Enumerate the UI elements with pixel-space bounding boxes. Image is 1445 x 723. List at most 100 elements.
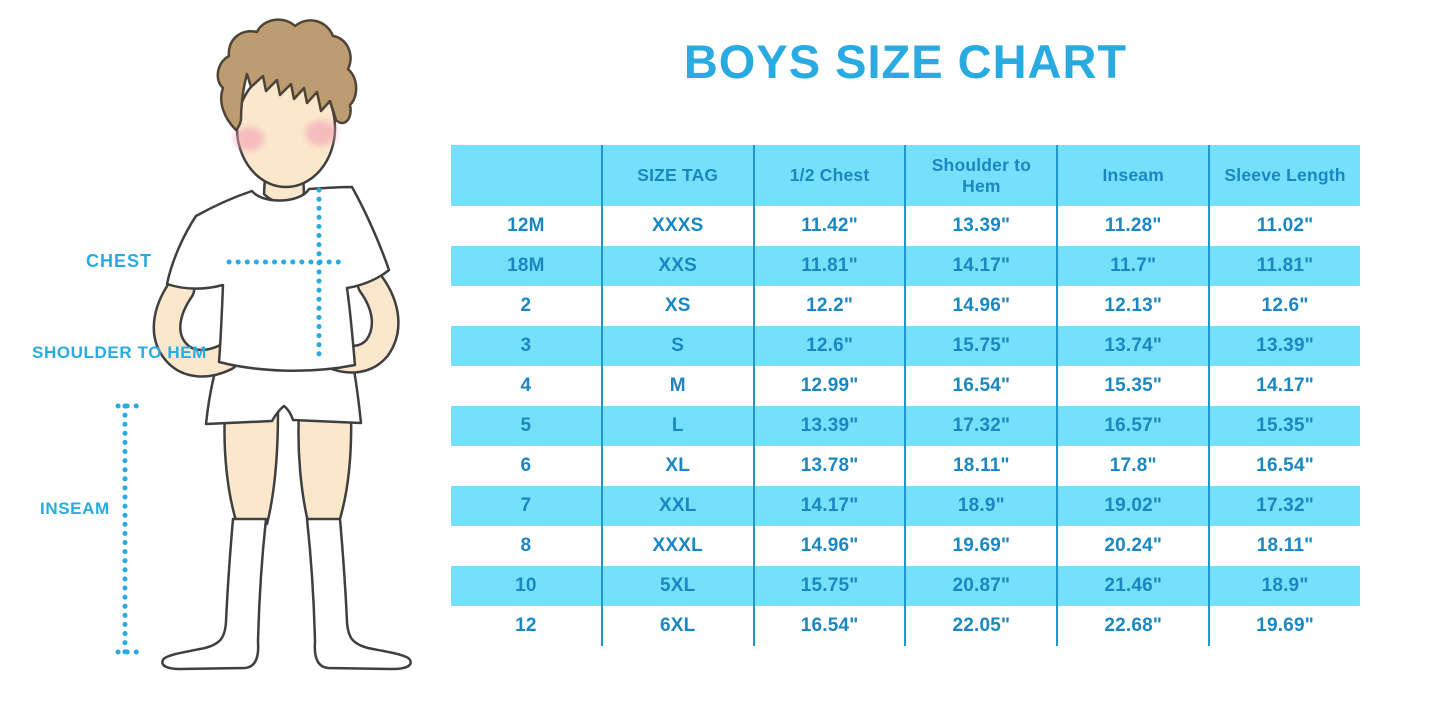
- cell-size: 2: [520, 295, 532, 316]
- cell-size-tag: XS: [600, 286, 753, 326]
- cell-shoulder-to-hem: 13.39": [904, 206, 1056, 246]
- table-row: 6 XL 13.78" 18.11" 17.8" 16.54": [451, 446, 1360, 486]
- cell-sleeve-length: 12.6": [1208, 286, 1360, 326]
- cell-inseam: 11.28": [1056, 206, 1208, 246]
- table-row: 18M XXS 11.81" 14.17" 11.7" 11.81": [451, 246, 1360, 286]
- cheeks: [234, 120, 337, 151]
- cell-size: 3: [520, 335, 532, 356]
- cell-size-tag: XXS: [600, 246, 753, 286]
- cell-half-chest: 15.75": [752, 566, 905, 606]
- cell-inseam: 16.57": [1056, 406, 1208, 446]
- table-row: 12M XXXS 11.42" 13.39" 11.28" 11.02": [451, 206, 1360, 246]
- cell-half-chest: 12.99": [752, 366, 905, 406]
- cell-size: 12: [515, 615, 537, 636]
- header-blank: [451, 145, 601, 206]
- cell-inseam: 12.13": [1056, 286, 1208, 326]
- cell-size: 4: [520, 375, 532, 396]
- cell-size: 12M: [507, 215, 545, 236]
- cell-inseam: 11.7": [1056, 246, 1208, 286]
- cell-sleeve-length: 15.35": [1208, 406, 1360, 446]
- size-table: SIZE TAG 1/2 Chest Shoulder to Hem Insea…: [451, 145, 1360, 646]
- cell-sleeve-length: 11.02": [1208, 206, 1360, 246]
- cell-inseam: 20.24": [1056, 526, 1208, 566]
- table-row: 4 M 12.99" 16.54" 15.35" 14.17": [451, 366, 1360, 406]
- cell-shoulder-to-hem: 16.54": [904, 366, 1056, 406]
- table-row: 8 XXXL 14.96" 19.69" 20.24" 18.11": [451, 526, 1360, 566]
- cell-sleeve-length: 17.32": [1208, 486, 1360, 526]
- cell-shoulder-to-hem: 14.96": [904, 286, 1056, 326]
- cell-size: 8: [520, 535, 532, 556]
- cell-inseam: 13.74": [1056, 326, 1208, 366]
- cell-inseam: 22.68": [1056, 606, 1208, 646]
- cell-shoulder-to-hem: 18.9": [904, 486, 1056, 526]
- cell-half-chest: 13.78": [752, 446, 905, 486]
- header-inseam: Inseam: [1056, 145, 1208, 206]
- cell-half-chest: 14.17": [752, 486, 905, 526]
- cell-size-tag: 6XL: [600, 606, 753, 646]
- page-title: BOYS SIZE CHART: [683, 35, 1128, 88]
- cell-size-tag: S: [600, 326, 753, 366]
- shorts: [204, 356, 363, 426]
- cell-sleeve-length: 11.81": [1208, 246, 1360, 286]
- table-header-row: SIZE TAG 1/2 Chest Shoulder to Hem Insea…: [451, 145, 1360, 206]
- legs: [223, 410, 353, 526]
- inseam-label: INSEAM: [40, 499, 110, 518]
- header-size-tag: SIZE TAG: [600, 145, 753, 206]
- cell-sleeve-length: 18.9": [1208, 566, 1360, 606]
- cell-shoulder-to-hem: 22.05": [904, 606, 1056, 646]
- table-row: 12 6XL 16.54" 22.05" 22.68" 19.69": [451, 606, 1360, 646]
- cell-inseam: 15.35": [1056, 366, 1208, 406]
- cell-sleeve-length: 18.11": [1208, 526, 1360, 566]
- table-row: 2 XS 12.2" 14.96" 12.13" 12.6": [451, 286, 1360, 326]
- header-sleeve-length: Sleeve Length: [1208, 145, 1360, 206]
- measurement-figure: CHEST SHOULDER TO HEM INSEAM: [0, 0, 450, 723]
- cell-half-chest: 13.39": [752, 406, 905, 446]
- cell-half-chest: 11.42": [752, 206, 905, 246]
- table-row: 5 L 13.39" 17.32" 16.57" 15.35": [451, 406, 1360, 446]
- cell-shoulder-to-hem: 15.75": [904, 326, 1056, 366]
- cell-size-tag: XXXL: [600, 526, 753, 566]
- cell-shoulder-to-hem: 19.69": [904, 526, 1056, 566]
- cell-size: 7: [520, 495, 532, 516]
- cell-shoulder-to-hem: 14.17": [904, 246, 1056, 286]
- header-half-chest: 1/2 Chest: [752, 145, 905, 206]
- cell-sleeve-length: 13.39": [1208, 326, 1360, 366]
- table-row: 7 XXL 14.17" 18.9" 19.02" 17.32": [451, 486, 1360, 526]
- cell-size-tag: XXXS: [600, 206, 753, 246]
- cell-size: 10: [515, 575, 537, 596]
- t-shirt: [165, 185, 391, 372]
- cell-inseam: 17.8": [1056, 446, 1208, 486]
- cell-half-chest: 14.96": [752, 526, 905, 566]
- cell-size-tag: XXL: [600, 486, 753, 526]
- cell-half-chest: 12.2": [752, 286, 905, 326]
- cell-size-tag: 5XL: [600, 566, 753, 606]
- table-row: 3 S 12.6" 15.75" 13.74" 13.39": [451, 326, 1360, 366]
- hair: [216, 18, 358, 132]
- cell-half-chest: 11.81": [752, 246, 905, 286]
- cell-inseam: 21.46": [1056, 566, 1208, 606]
- cell-inseam: 19.02": [1056, 486, 1208, 526]
- shoulder-to-hem-label: SHOULDER TO HEM: [32, 343, 207, 362]
- cell-shoulder-to-hem: 20.87": [904, 566, 1056, 606]
- table-body: 12M XXXS 11.42" 13.39" 11.28" 11.02" 18M…: [451, 206, 1360, 646]
- header-shoulder-to-hem: Shoulder to Hem: [904, 145, 1056, 206]
- cell-size: 6: [520, 455, 532, 476]
- cell-size: 5: [520, 415, 532, 436]
- cell-size-tag: L: [600, 406, 753, 446]
- cell-half-chest: 12.6": [752, 326, 905, 366]
- cell-size-tag: M: [600, 366, 753, 406]
- cell-sleeve-length: 19.69": [1208, 606, 1360, 646]
- cell-size-tag: XL: [600, 446, 753, 486]
- boy-illustration: [115, 18, 412, 671]
- cell-size: 18M: [507, 255, 545, 276]
- cell-half-chest: 16.54": [752, 606, 905, 646]
- chest-label: CHEST: [86, 251, 153, 271]
- table-row: 10 5XL 15.75" 20.87" 21.46" 18.9": [451, 566, 1360, 606]
- cell-sleeve-length: 14.17": [1208, 366, 1360, 406]
- cell-shoulder-to-hem: 17.32": [904, 406, 1056, 446]
- cell-sleeve-length: 16.54": [1208, 446, 1360, 486]
- socks: [161, 517, 412, 671]
- arms: [152, 269, 400, 378]
- cell-shoulder-to-hem: 18.11": [904, 446, 1056, 486]
